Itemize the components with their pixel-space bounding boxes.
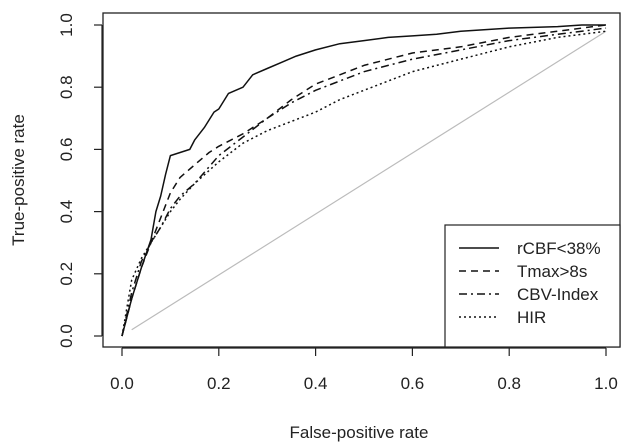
legend-label-3: HIR: [517, 308, 546, 327]
y-tick-label: 1.0: [57, 13, 76, 37]
y-tick-label: 0.6: [57, 138, 76, 162]
reference-diagonal-layer: [131, 30, 607, 331]
y-tick-label: 0.8: [57, 75, 76, 99]
x-tick-label: 0.6: [401, 374, 425, 393]
series-layer: [121, 24, 607, 337]
y-tick-label: 0.4: [57, 200, 76, 224]
series-line-1: [121, 24, 607, 337]
legend: rCBF<38% Tmax>8s CBV-Index HIR: [444, 224, 621, 348]
x-tick-label: 0.8: [497, 374, 521, 393]
legend-label-0: rCBF<38%: [517, 239, 601, 258]
x-axis-label: False-positive rate: [290, 423, 429, 442]
x-tick-label: 1.0: [594, 374, 618, 393]
y-tick-label: 0.0: [57, 324, 76, 348]
series-line-0: [121, 24, 606, 337]
plot-frame: [102, 12, 621, 348]
legend-label-2: CBV-Index: [517, 285, 599, 304]
legend-label-1: Tmax>8s: [517, 262, 587, 281]
y-tick-label: 0.2: [57, 262, 76, 286]
reference-diagonal: [131, 30, 607, 331]
x-tick-label: 0.2: [207, 374, 231, 393]
axes-layer: 0.0 0.2 0.4 0.6 0.8 1.0 0.0 0.2 0.4 0.6 0.8 1.0: [57, 13, 618, 393]
x-tick-label: 0.0: [110, 374, 134, 393]
legend-box: [444, 224, 621, 348]
x-tick-label: 0.4: [304, 374, 328, 393]
series-line-2: [121, 27, 607, 337]
y-axis-label: True-positive rate: [9, 114, 28, 246]
series-line-3: [121, 30, 607, 337]
